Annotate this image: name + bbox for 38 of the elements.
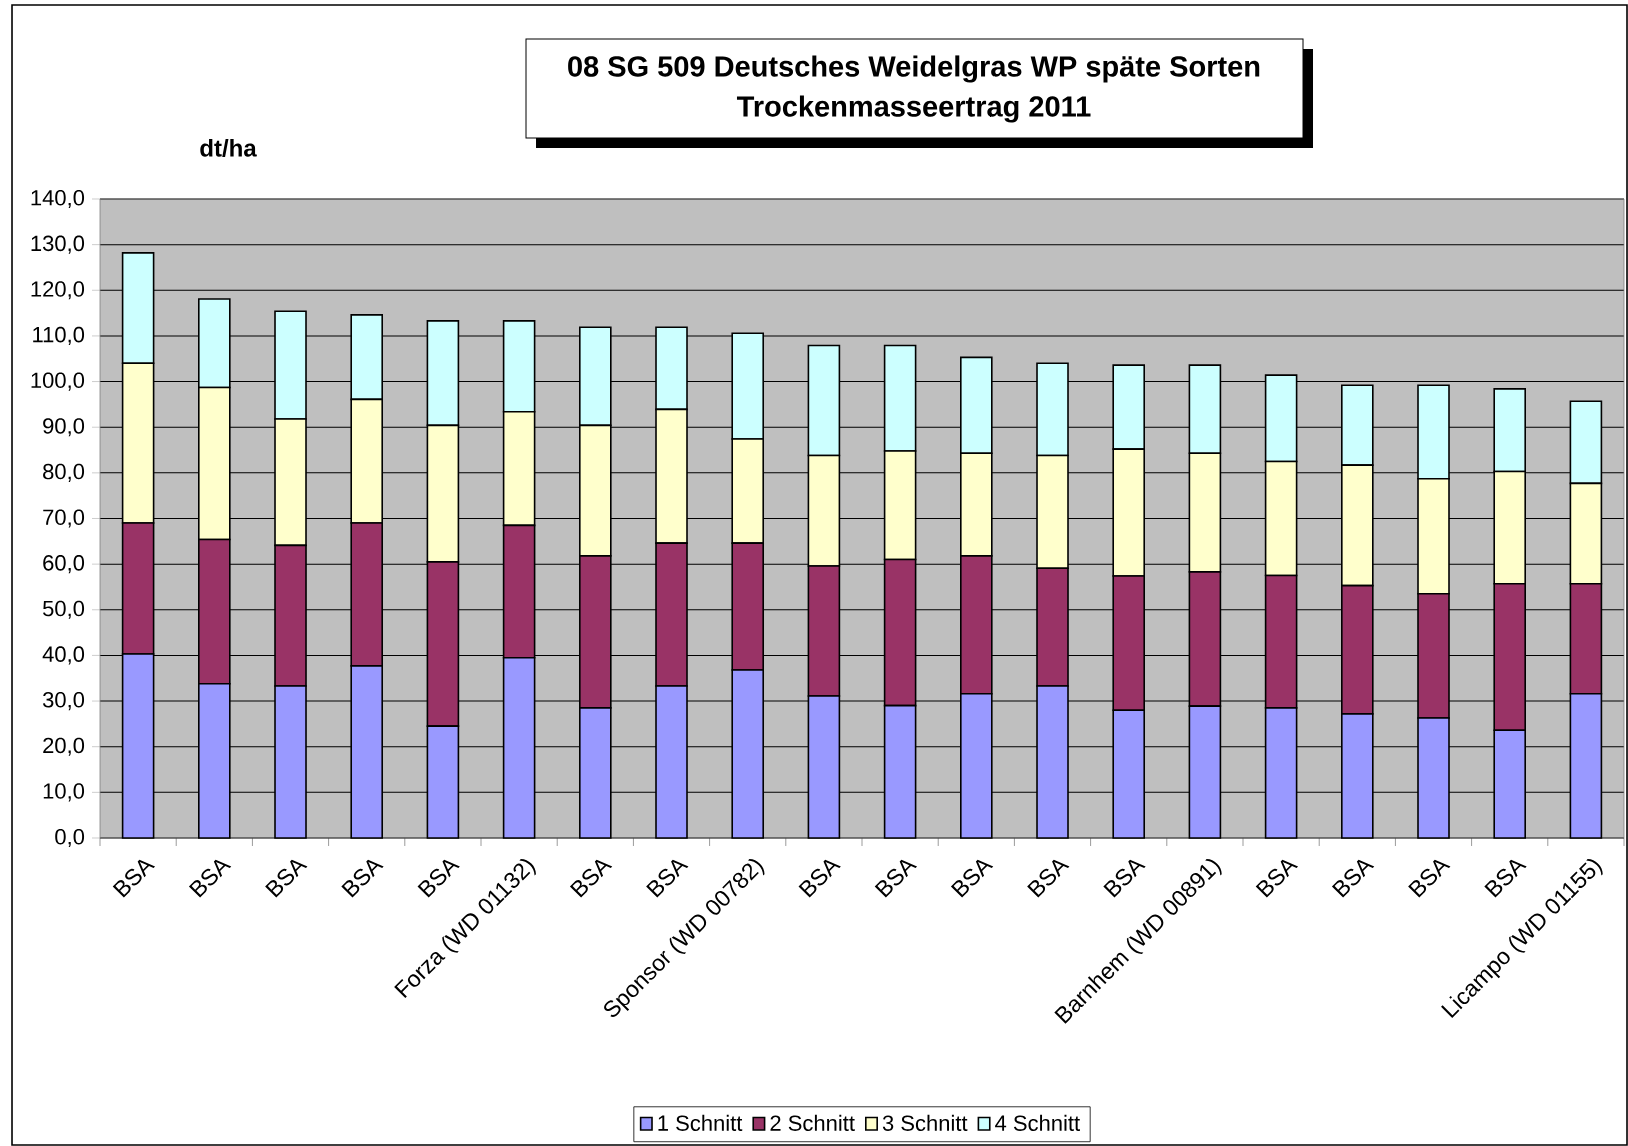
chart-title: 08 SG 509 Deutsches Weidelgras WP späte Sorten	[568, 55, 1260, 83]
x-tick-label: BSA	[1484, 859, 1527, 898]
x-tick-label: BSA	[1255, 859, 1299, 898]
x-tick-label: BSA	[798, 859, 841, 898]
y-tick-label: 80,0	[43, 463, 85, 482]
x-tick-label: BSA	[112, 859, 156, 898]
y-tick-label: 140,0	[31, 189, 85, 209]
x-tick-label: BSA	[1103, 859, 1146, 898]
x-tick-label: BSA	[188, 859, 232, 898]
legend-label: 3 Schnitt	[882, 1114, 968, 1131]
legend-label: 4 Schnitt	[995, 1114, 1080, 1131]
x-tick-label: BSA	[265, 859, 308, 898]
y-tick-label: 130,0	[31, 235, 85, 254]
legend-label: 1 Schnitt	[658, 1114, 743, 1131]
y-tick-label: 110,0	[33, 326, 85, 346]
x-tick-label: BSA	[646, 859, 689, 898]
y-tick-label: 100,0	[31, 372, 85, 391]
chart-subtitle: Trockenmasseertrag 2011	[736, 95, 1091, 123]
x-tick-label: BSA	[1408, 859, 1451, 898]
y-tick-label: 70,0	[43, 509, 85, 528]
legend-label: 2 Schnitt	[770, 1114, 855, 1131]
y-tick-label: 0,0	[55, 828, 85, 848]
y-tick-label: 30,0	[42, 692, 85, 711]
y-axis-title: dt/ha	[200, 139, 257, 157]
x-tick-label: BSA	[569, 859, 613, 898]
y-tick-label: 120,0	[31, 281, 85, 300]
y-tick-label: 60,0	[43, 555, 85, 574]
x-tick-label: BSA	[341, 859, 384, 898]
y-tick-label: 10,0	[43, 783, 85, 802]
x-tick-label: BSA	[1331, 859, 1375, 898]
y-tick-label: 90,0	[43, 418, 85, 437]
y-tick-label: 40,0	[42, 646, 85, 665]
y-tick-label: 50,0	[43, 600, 85, 619]
y-tick-label: 20,0	[43, 737, 85, 756]
x-tick-label: BSA	[950, 859, 994, 898]
x-tick-label: BSA	[874, 859, 918, 898]
x-tick-label: BSA	[1027, 859, 1070, 898]
x-tick-label: BSA	[417, 859, 460, 898]
